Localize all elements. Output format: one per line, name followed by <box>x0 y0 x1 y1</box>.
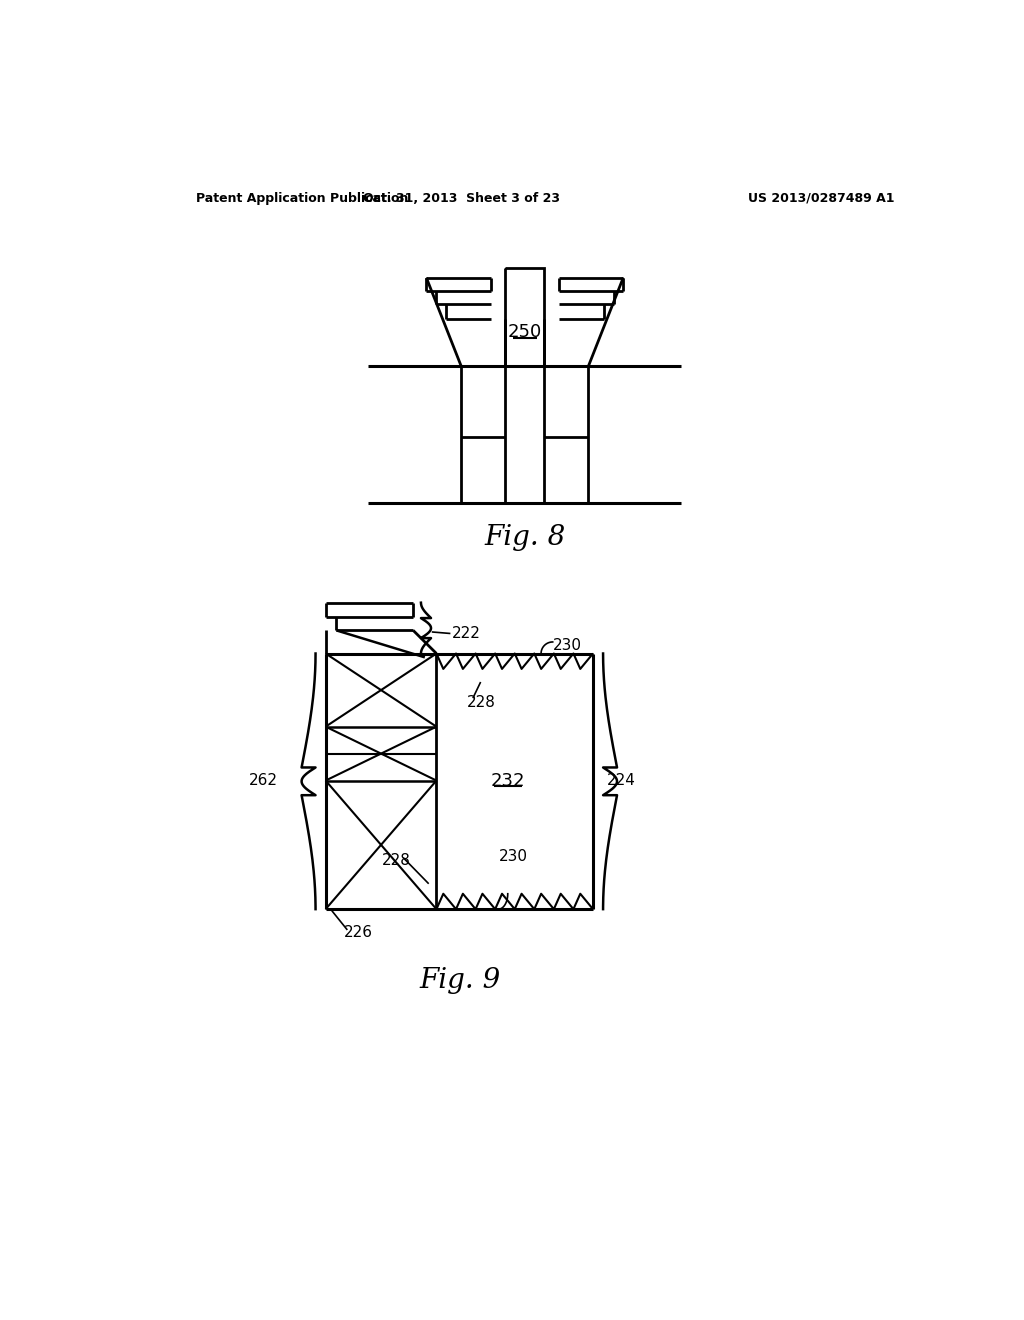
Text: 224: 224 <box>607 774 636 788</box>
Text: 226: 226 <box>343 925 373 940</box>
Text: Fig. 8: Fig. 8 <box>484 524 565 550</box>
Text: 230: 230 <box>553 639 582 653</box>
Text: 232: 232 <box>490 772 525 789</box>
Text: 262: 262 <box>249 774 278 788</box>
Text: Patent Application Publication: Patent Application Publication <box>197 191 409 205</box>
Text: 228: 228 <box>467 694 496 710</box>
Text: US 2013/0287489 A1: US 2013/0287489 A1 <box>748 191 895 205</box>
Text: 228: 228 <box>381 853 411 869</box>
Text: 230: 230 <box>499 849 527 865</box>
Text: Fig. 9: Fig. 9 <box>419 968 501 994</box>
Text: Oct. 31, 2013  Sheet 3 of 23: Oct. 31, 2013 Sheet 3 of 23 <box>362 191 560 205</box>
Text: 222: 222 <box>452 626 481 642</box>
Text: 250: 250 <box>508 322 542 341</box>
